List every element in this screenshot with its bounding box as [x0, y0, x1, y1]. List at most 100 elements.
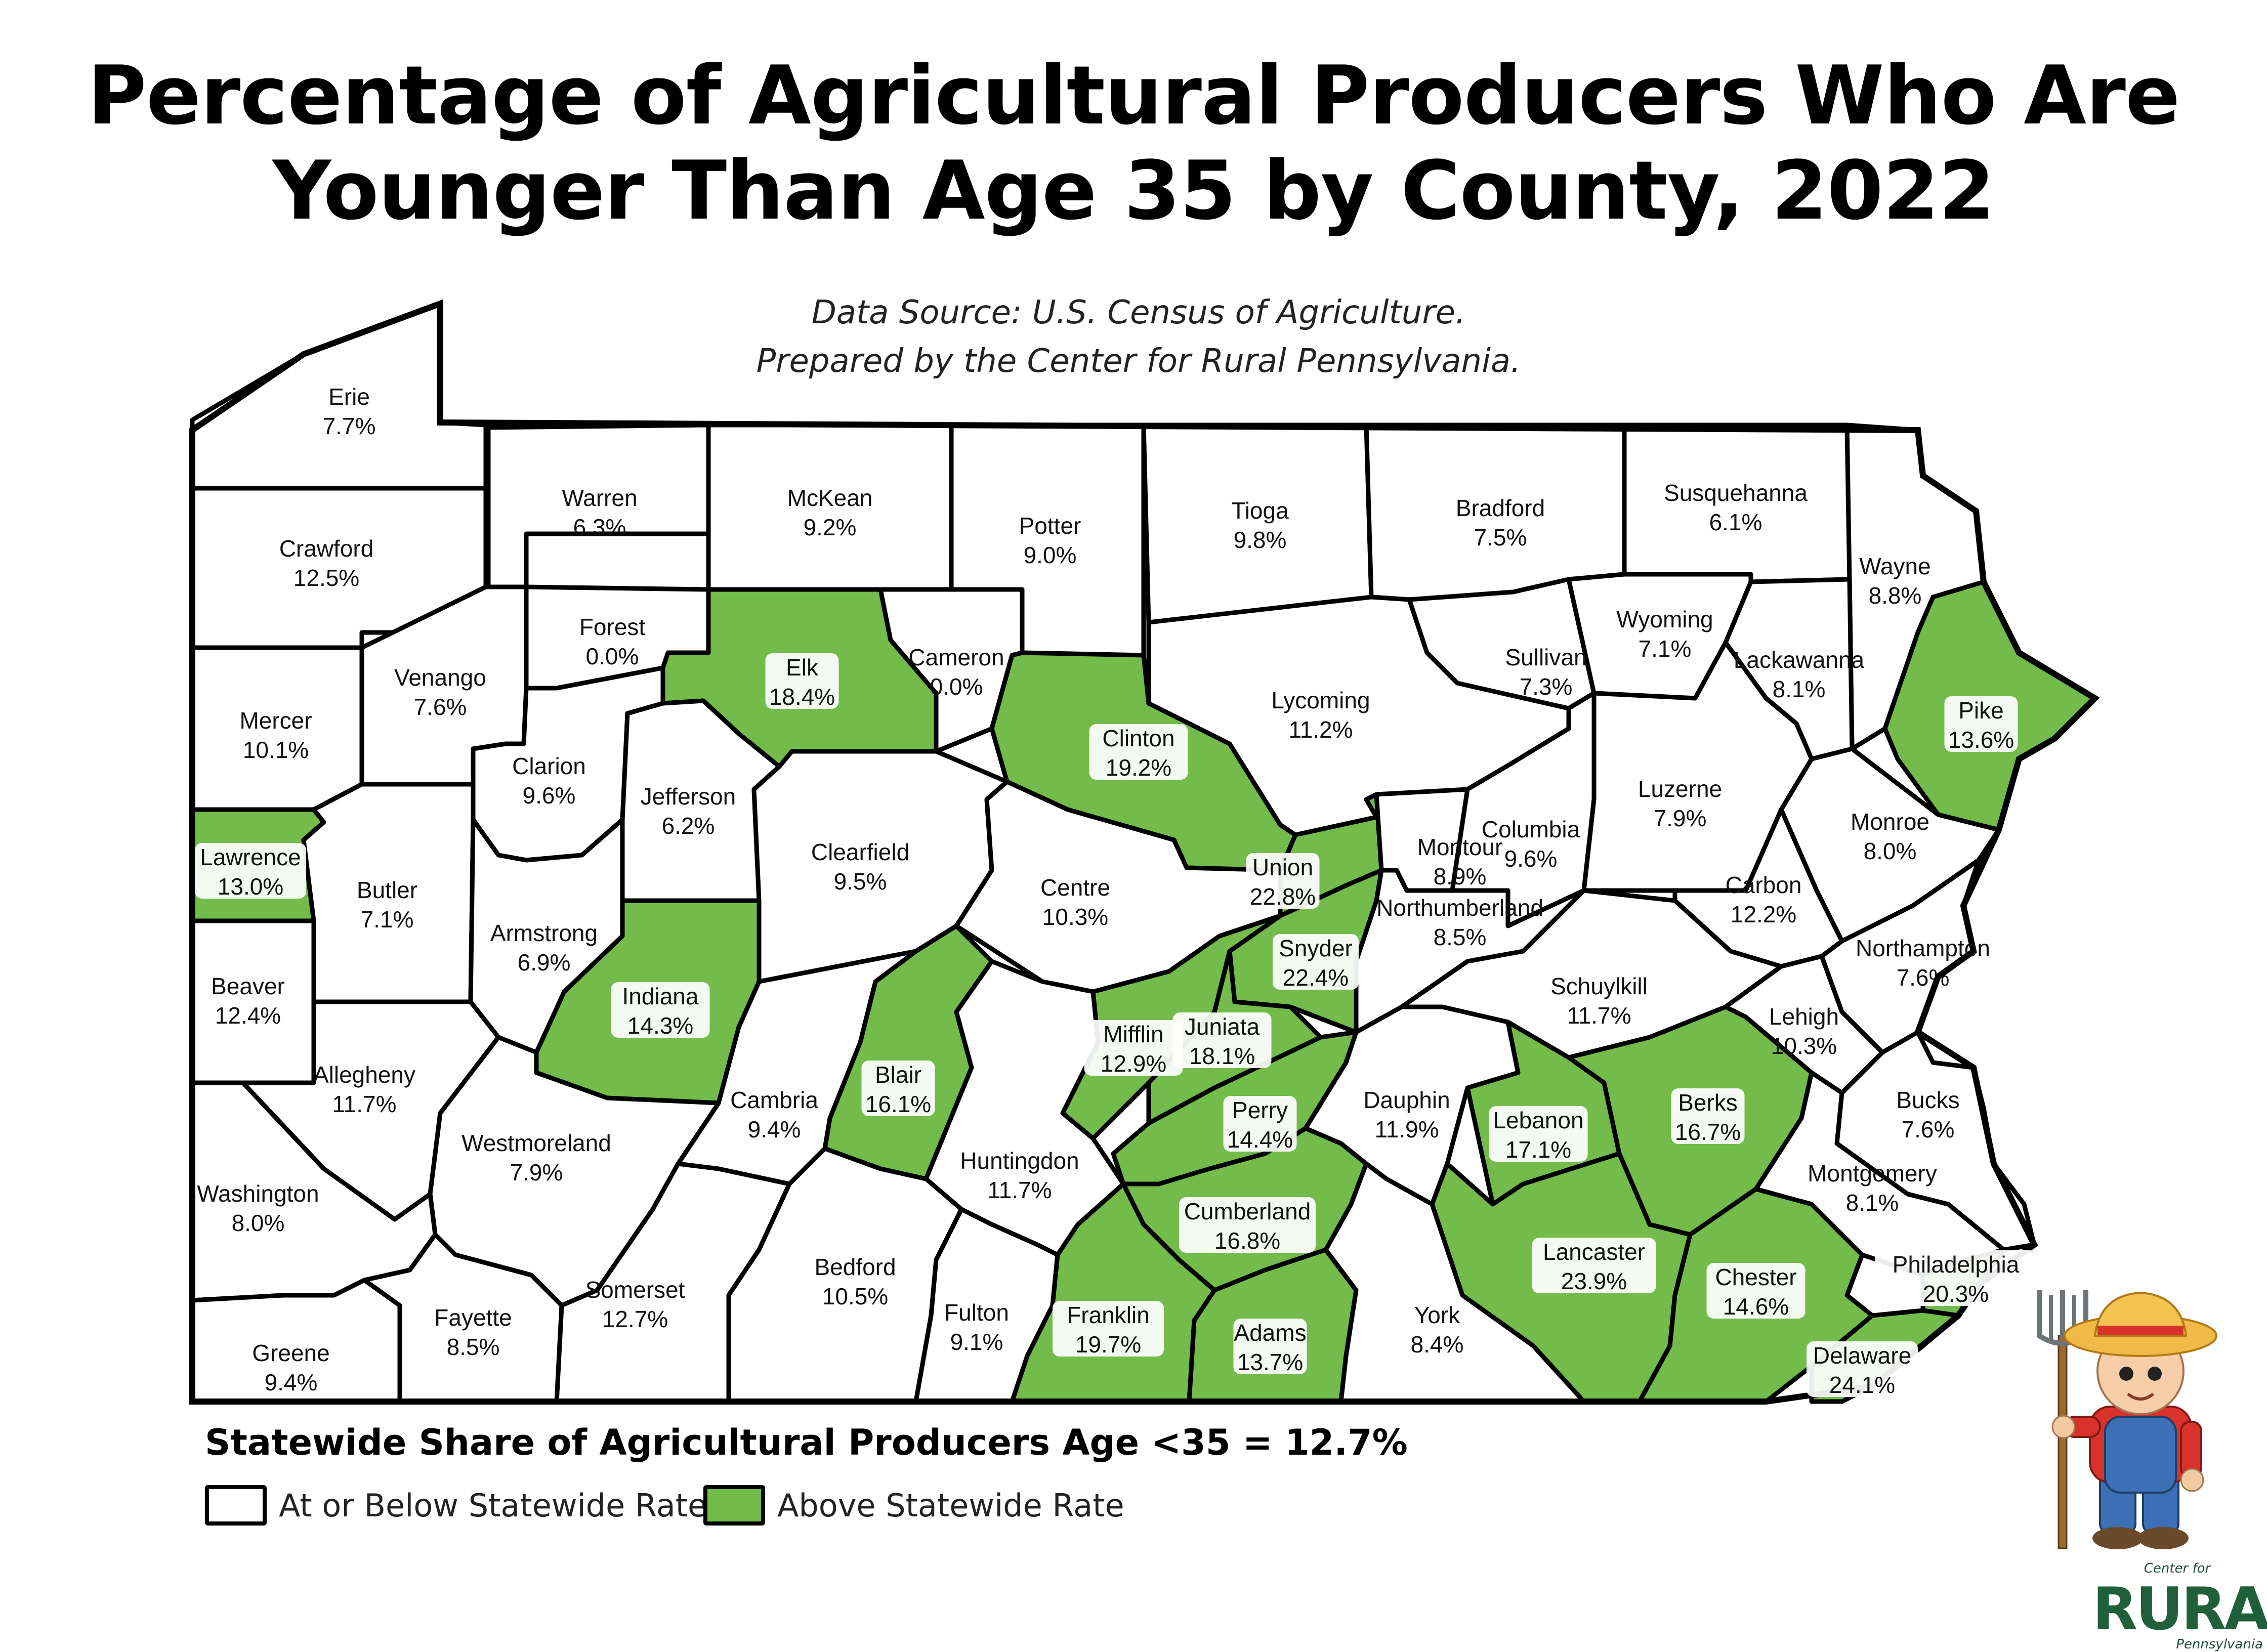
data-source-line-1: Data Source: U.S. Census of Agriculture.: [811, 294, 1466, 331]
county-label-background: [1223, 1096, 1297, 1152]
county-label-background: [1246, 853, 1320, 909]
county-value: 10.1%: [243, 737, 309, 763]
county-value: 7.7%: [323, 413, 376, 439]
data-source-note: Data Source: U.S. Census of Agriculture.…: [658, 288, 1619, 386]
county-value: 14.3%: [627, 1012, 693, 1039]
county-label-westmoreland: Westmoreland 7.9%: [461, 1130, 611, 1185]
county-value: 12.4%: [215, 1002, 281, 1029]
county-value: 7.6%: [414, 694, 467, 720]
county-label-berks: Berks 16.7%: [1671, 1088, 1745, 1145]
county-value: 7.9%: [510, 1159, 563, 1185]
county-name: Beaver: [211, 973, 285, 999]
county-name: Philadelphia: [1893, 1251, 2020, 1278]
county-label-susquehanna: Susquehanna 6.1%: [1664, 480, 1808, 535]
county-value: 10.5%: [822, 1283, 888, 1309]
county-label-background: [1172, 1012, 1272, 1068]
county-value: 8.5%: [447, 1334, 500, 1360]
county-value: 9.4%: [265, 1369, 318, 1395]
county-name: Warren: [562, 485, 637, 511]
county-value: 9.6%: [523, 782, 576, 809]
county-name: Susquehanna: [1664, 480, 1808, 506]
county-label-background: [1706, 1263, 1806, 1319]
center-for-rural-pennsylvania-logo: Center for RURAL Pennsylvania: [2087, 1561, 2267, 1652]
county-label-background: [765, 653, 839, 709]
county-name: Wayne: [1859, 553, 1930, 579]
county-label-venango: Venango 7.6%: [394, 664, 486, 720]
county-value: 7.6%: [1897, 964, 1950, 991]
county-name: Venango: [394, 664, 486, 691]
county-label-background: [1532, 1238, 1656, 1293]
county-name: Mercer: [239, 707, 312, 734]
county-name: Somerset: [585, 1277, 685, 1303]
county-label-pike: Pike 13.6%: [1944, 696, 2018, 753]
county-name: Fayette: [434, 1304, 512, 1331]
county-name: York: [1414, 1302, 1460, 1328]
county-value: 19.7%: [1075, 1331, 1141, 1358]
county-name: Erie: [328, 384, 370, 410]
county-name: Fulton: [944, 1299, 1009, 1326]
county-label-clearfield: Clearfield 9.5%: [811, 839, 909, 895]
county-name: Sullivan: [1505, 644, 1586, 670]
county-value: 18.1%: [1189, 1043, 1255, 1069]
county-name: Cameron: [908, 644, 1004, 670]
county-name: Adams: [1234, 1320, 1306, 1346]
county-name: Bradford: [1456, 495, 1545, 521]
county-label-mifflin: Mifflin 12.9%: [1084, 1020, 1183, 1077]
county-label-lackawanna: Lackawanna 8.1%: [1734, 647, 1865, 702]
map-title-line-1: Percentage of Agricultural Producers Who…: [87, 48, 2180, 143]
county-name: Tioga: [1231, 497, 1289, 524]
county-value: 13.0%: [218, 873, 283, 900]
county-label-background: [1489, 1106, 1588, 1162]
county-name: Northampton: [1856, 935, 1990, 961]
county-name: Dauphin: [1363, 1087, 1450, 1113]
county-name: Crawford: [279, 535, 374, 562]
county-label-blair: Blair 16.1%: [861, 1061, 935, 1117]
county-name: Bedford: [814, 1254, 896, 1280]
county-label-background: [1233, 1319, 1307, 1374]
county-label-background: [611, 982, 710, 1038]
county-name: Lancaster: [1543, 1239, 1645, 1265]
county-label-background: [1944, 696, 2018, 752]
county-value: 9.1%: [950, 1329, 1003, 1355]
county-name: Luzerne: [1638, 776, 1722, 802]
county-name: Clinton: [1102, 725, 1174, 751]
county-value: 0.0%: [586, 643, 639, 669]
county-value: 7.1%: [1639, 636, 1692, 662]
county-label-beaver: Beaver 12.4%: [211, 973, 285, 1029]
county-name: Snyder: [1279, 935, 1353, 961]
county-name: Lawrence: [200, 844, 301, 870]
county-name: Montgomery: [1808, 1160, 1937, 1187]
county-label-monroe: Monroe 8.0%: [1851, 809, 1929, 864]
county-value: 11.7%: [1567, 1002, 1631, 1029]
county-label-armstrong: Armstrong 6.9%: [490, 920, 598, 976]
legend-label-at-or-below: At or Below Statewide Rate: [279, 1487, 707, 1524]
county-label-background: [1875, 1250, 2037, 1306]
county-label-philadelphia: Philadelphia 20.3%: [1875, 1250, 2037, 1307]
county-label-potter: Potter 9.0%: [1019, 513, 1081, 568]
county-label-washington: Washington 8.0%: [197, 1180, 319, 1236]
county-name: Cambria: [730, 1087, 818, 1113]
county-value: 17.1%: [1505, 1136, 1571, 1163]
county-name: Clearfield: [811, 839, 909, 865]
county-name: Union: [1252, 854, 1313, 880]
county-label-montgomery: Montgomery 8.1%: [1808, 1160, 1937, 1216]
county-name: Lebanon: [1493, 1107, 1583, 1133]
logo-line-2: RURAL: [2092, 1575, 2267, 1643]
county-label-clarion: Clarion 9.6%: [512, 753, 586, 809]
logo-line-1: Center for: [2144, 1561, 2211, 1576]
county-name: Pike: [1958, 697, 2003, 724]
county-label-background: [1053, 1301, 1164, 1357]
county-value: 8.0%: [232, 1210, 285, 1236]
county-label-columbia: Columbia 9.6%: [1482, 816, 1580, 872]
county-value: 16.1%: [865, 1091, 931, 1117]
county-label-cameron: Cameron 0.0%: [908, 644, 1004, 700]
county-name: Lackawanna: [1734, 647, 1865, 673]
county-label-delaware: Delaware 24.1%: [1807, 1341, 1918, 1398]
county-name: Greene: [252, 1340, 329, 1366]
county-name: Columbia: [1482, 816, 1580, 842]
county-label-perry: Perry 14.4%: [1223, 1096, 1297, 1153]
county-label-northumberland: Northumberland 8.5%: [1376, 895, 1543, 950]
county-value: 14.4%: [1227, 1126, 1293, 1153]
county-value: 6.3%: [573, 514, 626, 540]
county-label-franklin: Franklin 19.7%: [1053, 1301, 1164, 1358]
